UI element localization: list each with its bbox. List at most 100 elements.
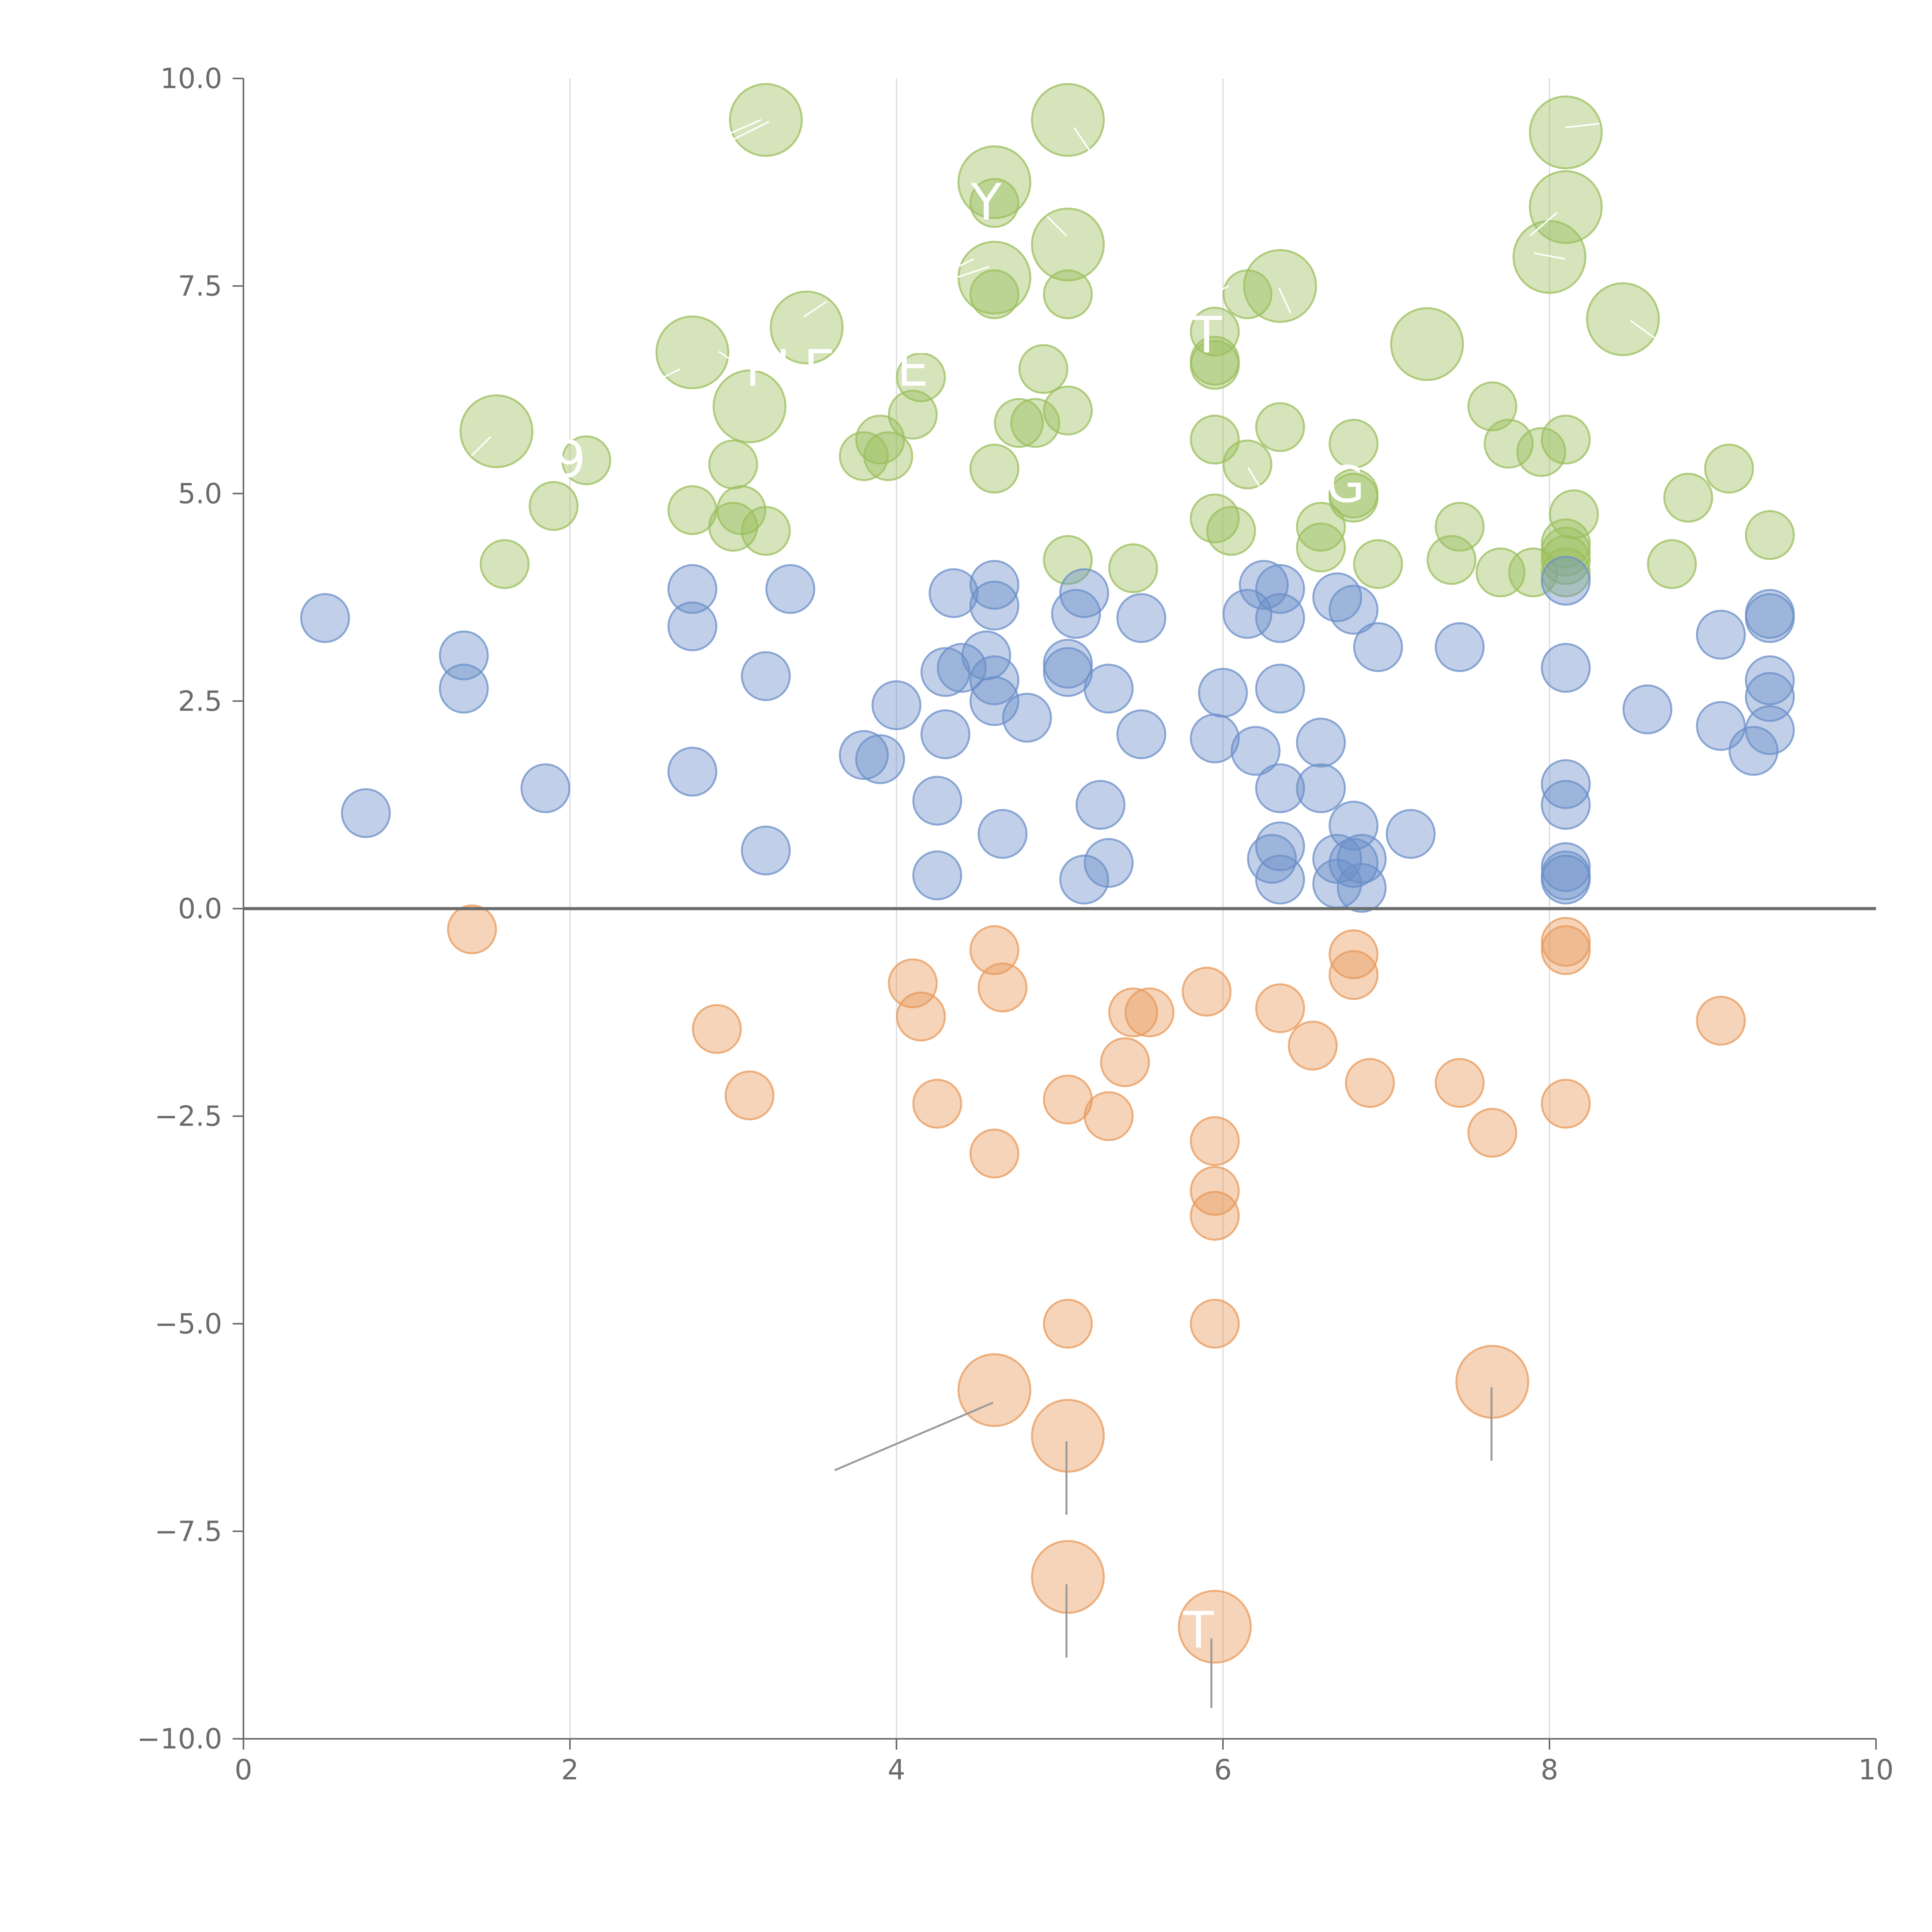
orange-bubble-point bbox=[888, 958, 938, 1009]
bubble-layer bbox=[300, 83, 1795, 1664]
orange-bubble-point bbox=[1287, 1020, 1338, 1071]
blue-bubble-point bbox=[300, 593, 350, 643]
y-tick-label: 0.0 bbox=[178, 893, 222, 925]
green-bubble-point bbox=[1222, 439, 1272, 490]
y-tick-label: 7.5 bbox=[178, 270, 222, 302]
green-bubble-point bbox=[1328, 418, 1379, 469]
green-bubble-point bbox=[1018, 344, 1068, 394]
leader-line bbox=[1529, 212, 1558, 236]
orange-bubble-point bbox=[1541, 1078, 1591, 1129]
blue-bubble-point bbox=[1190, 713, 1240, 764]
blue-bubble-point bbox=[912, 850, 963, 901]
annotation-label: E bbox=[897, 339, 929, 398]
blue-bubble-point bbox=[969, 655, 1019, 706]
blue-bubble-point bbox=[929, 568, 979, 618]
leader-line bbox=[1278, 287, 1291, 313]
green-bubble-point bbox=[1529, 95, 1603, 170]
blue-bubble-point bbox=[1247, 834, 1297, 884]
blue-bubble-point bbox=[969, 580, 1019, 631]
orange-bubble-point bbox=[692, 1004, 742, 1054]
x-tick-label: 2 bbox=[561, 1753, 579, 1786]
blue-bubble-point bbox=[1337, 863, 1387, 913]
green-bubble-point bbox=[1541, 415, 1591, 465]
green-bubble-point bbox=[969, 178, 1019, 228]
y-tick-label: −2.5 bbox=[155, 1100, 222, 1133]
green-bubble-point bbox=[708, 439, 758, 490]
orange-bubble-point bbox=[1467, 1108, 1517, 1158]
blue-bubble-point bbox=[1435, 622, 1485, 672]
leader-line bbox=[1046, 216, 1067, 236]
blue-bubble-point bbox=[1002, 692, 1052, 743]
green-bubble-point bbox=[1206, 506, 1256, 556]
green-bubble-point bbox=[1483, 418, 1534, 469]
blue-bubble-point bbox=[1116, 593, 1167, 643]
green-bubble-point bbox=[1586, 282, 1660, 356]
orange-bubble-point bbox=[1124, 987, 1175, 1037]
leader-line bbox=[471, 436, 492, 457]
orange-bubble-point bbox=[724, 1070, 775, 1121]
blue-bubble-point bbox=[912, 776, 963, 826]
green-bubble-point bbox=[957, 241, 1031, 315]
blue-bubble-point bbox=[1745, 655, 1795, 706]
green-bubble-point bbox=[713, 369, 787, 444]
y-tick-label: 5.0 bbox=[178, 477, 222, 510]
green-bubble-point bbox=[957, 145, 1031, 219]
leader-line bbox=[1630, 320, 1658, 341]
green-bubble-point bbox=[1427, 535, 1476, 585]
green-bubble-point bbox=[896, 352, 946, 402]
green-bubble-point bbox=[561, 435, 611, 485]
green-bubble-point bbox=[708, 502, 758, 552]
blue-bubble-point bbox=[1353, 622, 1403, 672]
blue-bubble-point bbox=[1728, 726, 1779, 776]
blue-bubble-point bbox=[1541, 643, 1591, 693]
blue-bubble-point bbox=[969, 676, 1019, 726]
annotation-label: 9 bbox=[554, 430, 586, 489]
green-bubble-point bbox=[1243, 249, 1317, 323]
green-bubble-point bbox=[1745, 510, 1795, 560]
blue-bubble-point bbox=[741, 651, 791, 701]
blue-bubble-point bbox=[520, 763, 571, 813]
blue-bubble-point bbox=[1541, 556, 1591, 606]
blue-bubble-point bbox=[341, 788, 391, 838]
green-bubble-point bbox=[1467, 381, 1517, 432]
leader-line bbox=[718, 351, 743, 368]
blue-bubble-point bbox=[1296, 763, 1346, 813]
orange-bubble-point bbox=[1255, 983, 1305, 1033]
y-tick-label: −7.5 bbox=[155, 1515, 222, 1548]
leader-line-layer bbox=[471, 119, 1658, 1708]
green-bubble-point bbox=[480, 539, 530, 589]
blue-bubble-point bbox=[1541, 759, 1591, 809]
blue-bubble-point bbox=[871, 680, 922, 730]
green-bubble-point bbox=[1108, 543, 1158, 594]
axis-layer: 0 2 4 6 8 10 10.0 7.5 5.0 2.5 0.0 −2.5 −5.0 −7.5 −10.0 bbox=[137, 62, 1893, 1786]
green-bubble-point bbox=[1190, 335, 1240, 386]
leader-line bbox=[714, 121, 769, 150]
orange-bubble-point bbox=[1190, 1190, 1240, 1241]
green-bubble-point bbox=[1508, 547, 1558, 597]
blue-bubble-point bbox=[969, 560, 1019, 610]
blue-bubble-point bbox=[741, 825, 791, 876]
blue-bubble-point bbox=[1222, 589, 1272, 639]
green-bubble-point bbox=[1328, 473, 1379, 523]
orange-bubble-point bbox=[969, 1128, 1019, 1179]
y-tick-label: −10.0 bbox=[137, 1723, 222, 1755]
green-bubble-point bbox=[1663, 473, 1713, 523]
blue-bubble-point bbox=[1239, 560, 1289, 610]
annotation-label: Y bbox=[971, 173, 1002, 231]
orange-bubble-point bbox=[1083, 1091, 1134, 1141]
leader-line bbox=[730, 119, 762, 134]
green-bubble-point bbox=[1516, 427, 1566, 477]
blue-bubble-point bbox=[855, 734, 905, 784]
green-bubble-point bbox=[969, 444, 1019, 494]
blue-bubble-point bbox=[1328, 585, 1379, 635]
blue-bubble-point bbox=[1386, 809, 1436, 859]
blue-bubble-point bbox=[1051, 589, 1101, 639]
orange-bubble-point bbox=[1100, 1037, 1150, 1087]
green-bubble-point bbox=[1390, 307, 1464, 381]
green-bubble-point bbox=[770, 291, 844, 365]
blue-bubble-point bbox=[1541, 854, 1591, 905]
orange-bubble-point bbox=[1190, 1116, 1240, 1166]
blue-bubble-point bbox=[1059, 568, 1109, 618]
green-bubble-point bbox=[863, 431, 913, 481]
green-bubble-point bbox=[1353, 539, 1403, 589]
